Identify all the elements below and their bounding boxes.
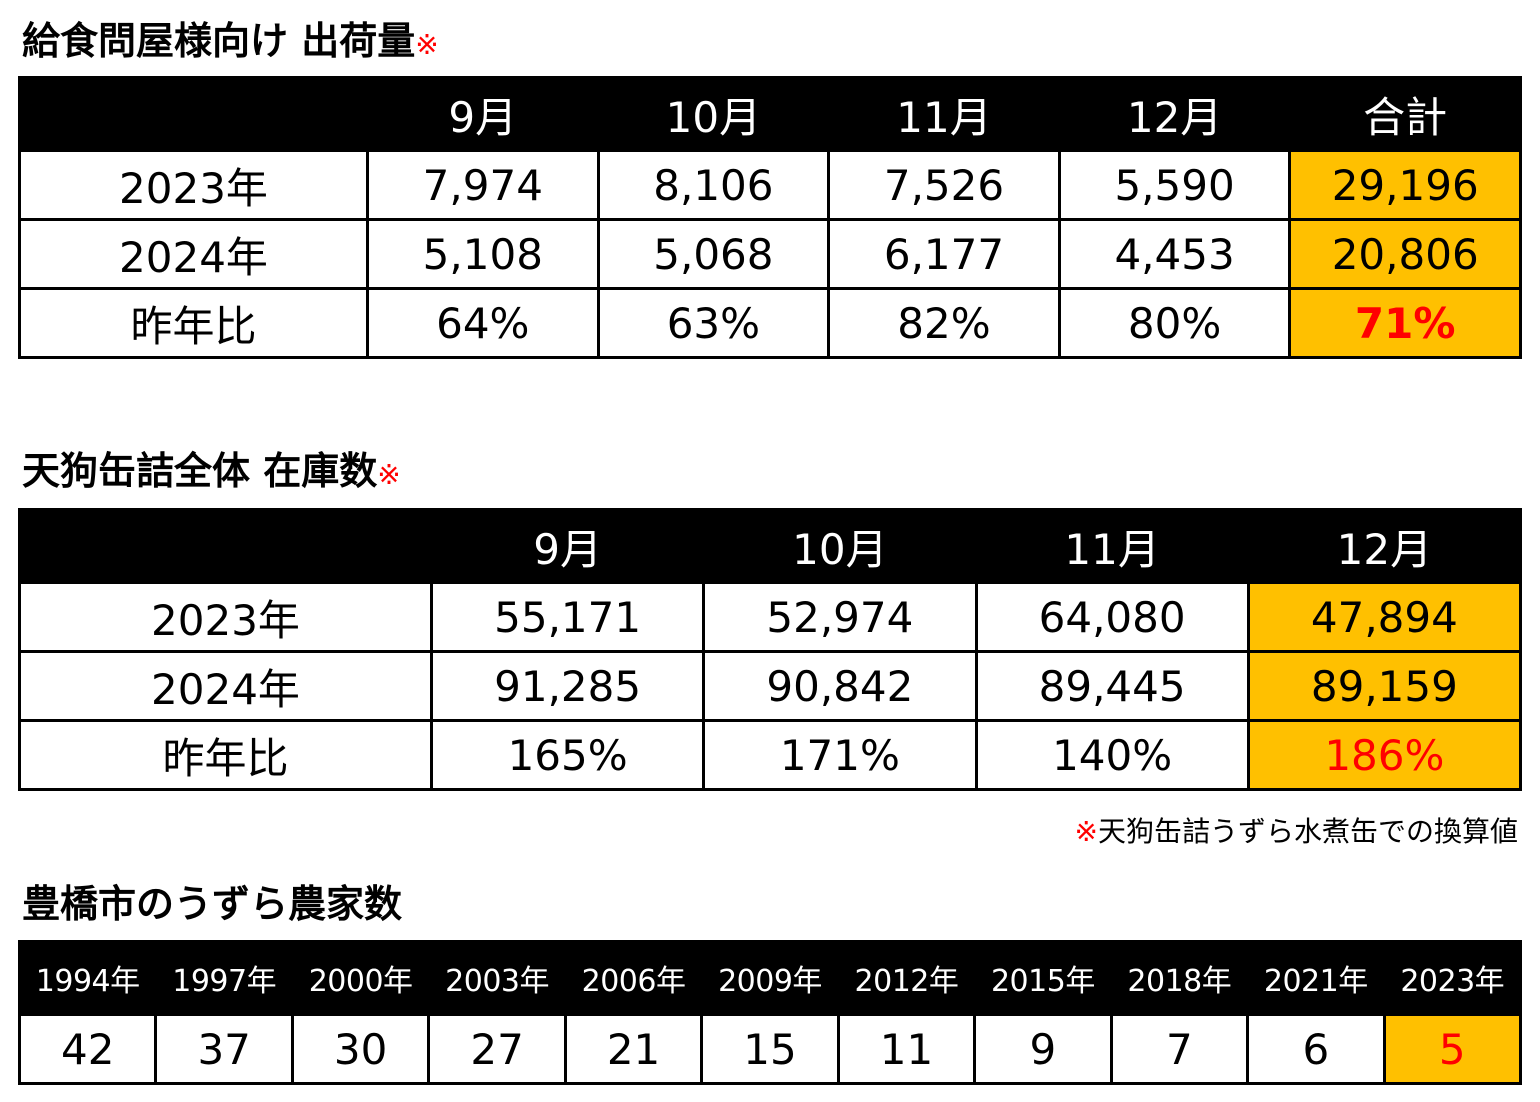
farm-count: 6 (1246, 1013, 1386, 1085)
farm-count: 21 (563, 1013, 704, 1085)
farm-count: 30 (290, 1013, 431, 1085)
inventory-title: 天狗缶詰全体 在庫数※ (22, 452, 401, 490)
row-label: 昨年比 (18, 719, 433, 791)
cell-value: 80% (1057, 287, 1292, 359)
cell-value: 63% (596, 287, 831, 359)
cell-value: 5,068 (596, 218, 831, 290)
year-header: 2009年 (700, 940, 840, 1016)
shipment-header-nov: 11月 (827, 76, 1061, 152)
shipment-title-mark: ※ (415, 28, 439, 61)
inventory-header-nov: 11月 (974, 508, 1250, 584)
cell-value: 91,285 (429, 650, 706, 722)
inventory-header-blank (18, 508, 433, 584)
row-label: 昨年比 (18, 287, 369, 359)
inventory-title-text: 天狗缶詰全体 在庫数 (22, 449, 378, 493)
cell-value: 8,106 (596, 149, 831, 221)
inventory-header-oct: 10月 (702, 508, 978, 584)
inventory-header-dec: 12月 (1246, 508, 1523, 584)
row-label: 2023年 (18, 581, 433, 653)
cell-value: 5,590 (1057, 149, 1292, 221)
farm-count: 37 (154, 1013, 294, 1085)
farms-title: 豊橋市のうずら農家数 (22, 885, 402, 923)
inventory-row-2023: 2023年 55,171 52,974 64,080 47,894 (18, 581, 1523, 653)
cell-value: 7,526 (827, 149, 1061, 221)
shipment-header-sep: 9月 (366, 76, 600, 152)
farm-count: 15 (700, 1013, 840, 1085)
cell-value: 171% (702, 719, 978, 791)
year-header: 1994年 (17, 940, 158, 1016)
inventory-row-ratio: 昨年比 165% 171% 140% 186% (18, 719, 1523, 791)
year-header: 2023年 (1382, 940, 1523, 1016)
shipment-table: 9月 10月 11月 12月 合計 2023年 7,974 8,106 7,52… (18, 76, 1522, 359)
farm-count-latest: 5 (1382, 1013, 1523, 1085)
shipment-header-row: 9月 10月 11月 12月 合計 (18, 76, 1522, 152)
farms-value-row: 42 37 30 27 21 15 11 9 7 6 5 (17, 1013, 1523, 1085)
year-header: 2018年 (1109, 940, 1250, 1016)
shipment-header-dec: 12月 (1057, 76, 1292, 152)
year-header: 2000年 (290, 940, 431, 1016)
shipment-header-oct: 10月 (596, 76, 831, 152)
total-cell: 29,196 (1288, 149, 1522, 221)
year-header: 2003年 (427, 940, 567, 1016)
farms-table: 1994年 1997年 2000年 2003年 2006年 2009年 2012… (17, 940, 1523, 1085)
row-label: 2024年 (18, 650, 433, 722)
cell-value: 165% (429, 719, 706, 791)
farm-count: 42 (17, 1013, 158, 1085)
total-cell: 20,806 (1288, 218, 1522, 290)
year-header: 1997年 (154, 940, 294, 1016)
shipment-header-blank (18, 76, 369, 152)
cell-value: 52,974 (702, 581, 978, 653)
inventory-table: 9月 10月 11月 12月 2023年 55,171 52,974 64,08… (18, 508, 1523, 791)
cell-value: 82% (827, 287, 1061, 359)
cell-value: 64% (366, 287, 600, 359)
year-header: 2021年 (1246, 940, 1386, 1016)
footnote-text: 天狗缶詰うずら水煮缶での換算値 (1097, 815, 1518, 848)
shipment-row-2023: 2023年 7,974 8,106 7,526 5,590 29,196 (18, 149, 1522, 221)
farm-count: 27 (427, 1013, 567, 1085)
dec-ratio-cell: 186% (1246, 719, 1523, 791)
cell-value: 5,108 (366, 218, 600, 290)
inventory-header-row: 9月 10月 11月 12月 (18, 508, 1523, 584)
shipment-row-ratio: 昨年比 64% 63% 82% 80% 71% (18, 287, 1522, 359)
dec-cell: 89,159 (1246, 650, 1523, 722)
cell-value: 7,974 (366, 149, 600, 221)
cell-value: 55,171 (429, 581, 706, 653)
shipment-header-total: 合計 (1288, 76, 1522, 152)
dec-cell: 47,894 (1246, 581, 1523, 653)
inventory-header-sep: 9月 (429, 508, 706, 584)
shipment-row-2024: 2024年 5,108 5,068 6,177 4,453 20,806 (18, 218, 1522, 290)
footnote: ※天狗缶詰うずら水煮缶での換算値 (1075, 810, 1518, 850)
total-ratio-cell: 71% (1288, 287, 1522, 359)
farm-count: 9 (973, 1013, 1113, 1085)
year-header: 2006年 (563, 940, 704, 1016)
farms-title-text: 豊橋市のうずら農家数 (22, 882, 403, 926)
inventory-title-mark: ※ (377, 458, 401, 491)
farm-count: 7 (1109, 1013, 1250, 1085)
cell-value: 6,177 (827, 218, 1061, 290)
cell-value: 4,453 (1057, 218, 1292, 290)
shipment-title-text: 給食問屋様向け 出荷量 (22, 19, 416, 63)
cell-value: 90,842 (702, 650, 978, 722)
row-label: 2023年 (18, 149, 369, 221)
cell-value: 64,080 (974, 581, 1250, 653)
farm-count: 11 (836, 1013, 977, 1085)
footnote-mark: ※ (1074, 815, 1098, 848)
cell-value: 140% (974, 719, 1250, 791)
year-header: 2012年 (836, 940, 977, 1016)
year-header: 2015年 (973, 940, 1113, 1016)
farms-header-row: 1994年 1997年 2000年 2003年 2006年 2009年 2012… (17, 940, 1523, 1016)
row-label: 2024年 (18, 218, 369, 290)
cell-value: 89,445 (974, 650, 1250, 722)
shipment-title: 給食問屋様向け 出荷量※ (22, 22, 439, 60)
inventory-row-2024: 2024年 91,285 90,842 89,445 89,159 (18, 650, 1523, 722)
